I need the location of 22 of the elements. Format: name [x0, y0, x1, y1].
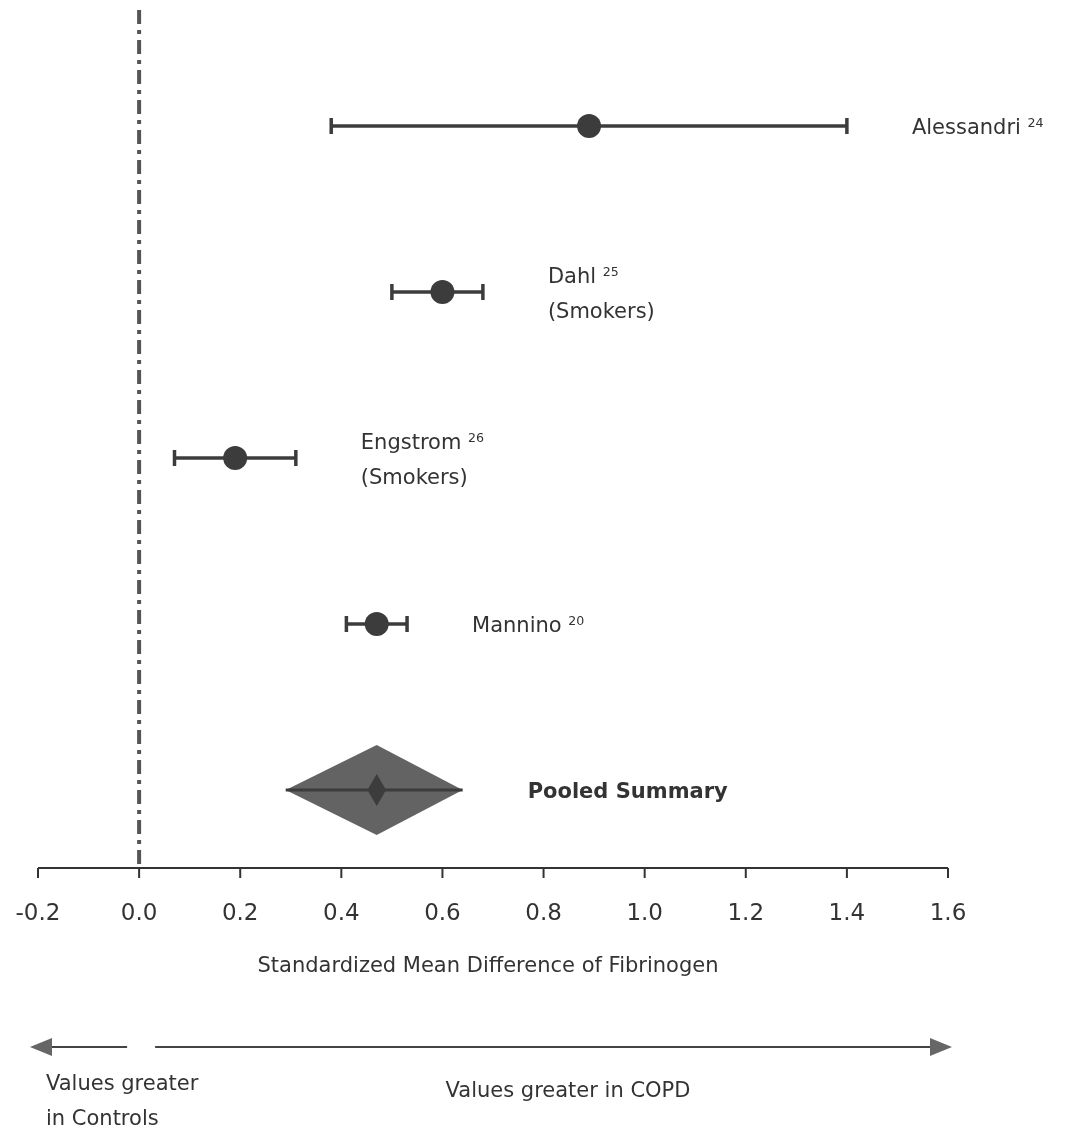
- x-tick-label: 0.4: [323, 899, 360, 925]
- x-tick-label: 1.6: [929, 899, 967, 925]
- point: [364, 612, 389, 636]
- x-tick-label: 0.6: [424, 899, 461, 925]
- x-tick-label: 1.2: [727, 899, 765, 925]
- text: Values greater in Controls: [46, 1070, 199, 1130]
- x-tick-label: 1.4: [828, 899, 866, 925]
- x-tick-label: 0.8: [525, 899, 562, 925]
- y-tick-label: Pooled Summary: [527, 779, 729, 803]
- text: Values greater in COPD: [445, 1078, 691, 1102]
- point: [577, 114, 602, 138]
- x-tick-label: 1.0: [626, 899, 663, 925]
- point: [223, 446, 248, 470]
- y-tick-label: Alessandri $^{24}$: [911, 114, 1044, 139]
- point: [430, 280, 455, 304]
- x-tick-label: -0.2: [15, 899, 61, 925]
- x-tick-label: 0.0: [120, 899, 158, 925]
- category-label: Dahl $^{25}$ (Smokers): [547, 263, 655, 323]
- x-tick-label: 0.2: [221, 899, 259, 925]
- category-label: Engstrom $^{26}$ (Smokers): [360, 429, 485, 489]
- x-axis-title: Standardized Mean Difference of Fibrinogen: [257, 953, 719, 977]
- y-tick-label: Mannino $^{20}$: [472, 612, 585, 637]
